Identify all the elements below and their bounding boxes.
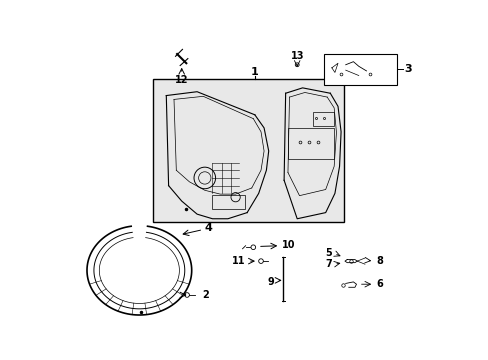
Bar [287,128,333,159]
Text: 10: 10 [281,240,295,250]
Text: 4: 4 [204,223,212,233]
Text: 11: 11 [232,256,245,266]
Text: 7: 7 [325,259,331,269]
Text: 13: 13 [290,50,304,60]
Text: 6: 6 [376,279,383,289]
Text: 8: 8 [376,256,383,266]
Bar [212,195,244,209]
Bar [312,112,333,126]
Text: 3: 3 [404,64,411,75]
Text: 12: 12 [175,75,188,85]
Text: 5: 5 [325,248,331,258]
Text: 1: 1 [250,67,258,77]
Bar [153,80,344,222]
Text: 2: 2 [202,290,209,300]
Bar [324,54,396,85]
Text: 9: 9 [267,277,274,287]
